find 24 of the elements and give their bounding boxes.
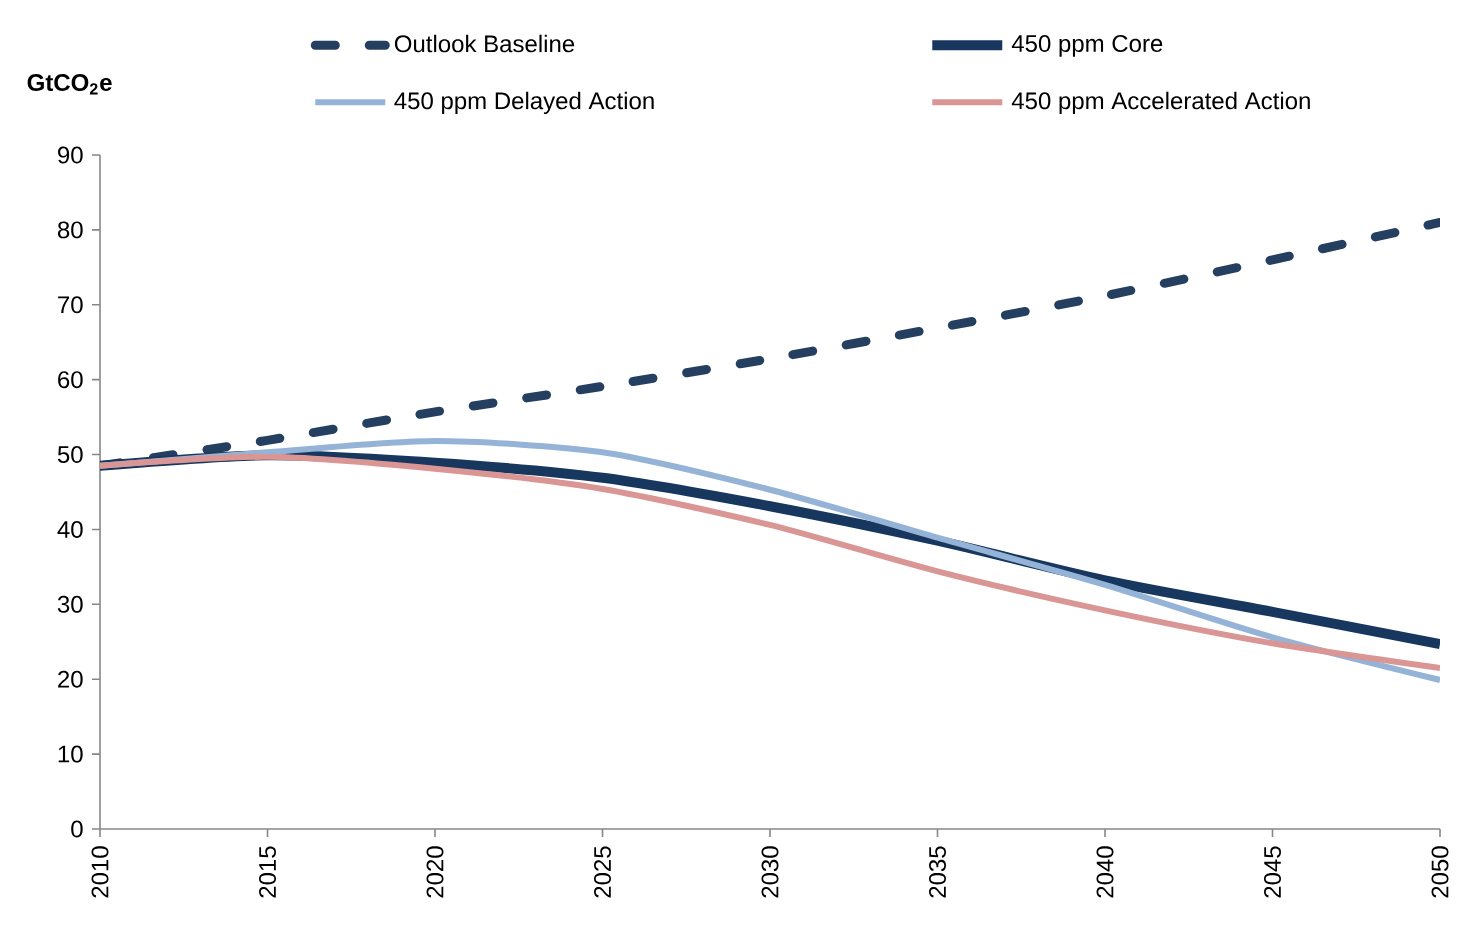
y-tick-label: 20 [58,670,83,688]
y-tick-label: 40 [57,520,83,538]
y-tick-label: 10 [58,745,83,763]
x-tick-label: 2030 [761,846,779,898]
y-tick-label: 30 [57,595,83,613]
y-tick-label: 50 [57,446,83,464]
y-axis-title: GtCO$_{2}$e [27,74,112,95]
y-tick-label: 60 [58,371,83,389]
legend-label: 450 ppm Accelerated Action [1011,91,1310,115]
y-tick-label: 80 [57,221,83,239]
x-tick-label: 2050 [1431,846,1449,898]
x-tick-label: 2020 [426,846,444,898]
y-tick-label: 0 [71,820,83,838]
x-tick-label: 2035 [929,846,946,898]
x-tick-label: 2040 [1096,846,1114,898]
y-tick-label: 90 [58,146,83,164]
legend-label: Outlook Baseline [394,34,575,53]
x-tick-label: 2015 [259,846,276,898]
x-tick-label: 2045 [1264,846,1281,898]
legend-label: 450 ppm Delayed Action [394,91,654,115]
x-tick-label: 2025 [594,846,611,898]
legend-label: 450 ppm Core [1011,35,1163,57]
y-tick-label: 70 [58,296,83,314]
x-tick-label: 2010 [91,846,109,898]
